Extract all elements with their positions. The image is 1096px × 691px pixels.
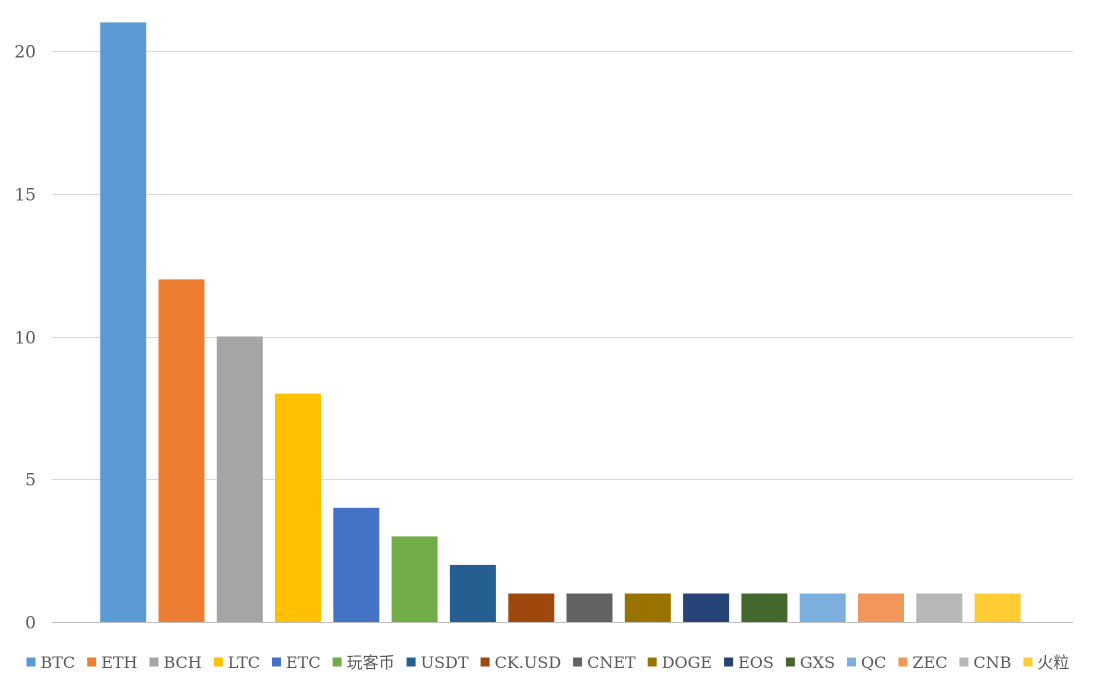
legend-swatch xyxy=(573,657,583,667)
bar-12 xyxy=(799,593,846,622)
legend-label: ETC xyxy=(286,653,321,672)
legend-swatch xyxy=(213,657,223,667)
legend-item: EOS xyxy=(724,653,774,672)
bar-10 xyxy=(683,593,730,622)
legend-swatch xyxy=(272,657,281,667)
bars xyxy=(100,22,1021,622)
legend-swatch xyxy=(847,657,856,667)
legend-label: ZEC xyxy=(912,653,947,672)
legend-label: ETH xyxy=(101,653,137,672)
y-tick-label: 0 xyxy=(25,614,36,634)
legend-swatch xyxy=(724,657,734,667)
bar-1 xyxy=(158,279,205,622)
legend-label: CNET xyxy=(587,653,636,672)
legend-item: CNB xyxy=(959,653,1011,672)
legend-swatch xyxy=(406,657,416,667)
legend-item: 玩客币 xyxy=(332,653,395,672)
legend-label: BTC xyxy=(41,653,76,672)
y-tick-label: 10 xyxy=(14,329,36,349)
legend-swatch xyxy=(647,657,657,667)
legend-swatch xyxy=(1023,657,1033,667)
bar-13 xyxy=(858,593,904,622)
legend-label: CNB xyxy=(973,653,1011,672)
legend-label: 火粒 xyxy=(1037,653,1069,672)
legend-item: ZEC xyxy=(898,653,947,672)
bar-0 xyxy=(100,22,147,622)
legend-label: USDT xyxy=(421,653,469,672)
legend-item: BCH xyxy=(149,653,202,672)
legend-label: CK.USD xyxy=(495,653,562,672)
bar-6 xyxy=(449,564,496,622)
legend-label: DOGE xyxy=(662,653,712,672)
legend-label: EOS xyxy=(738,653,774,672)
legend-swatch xyxy=(332,657,342,667)
legend-label: 玩客币 xyxy=(347,653,395,672)
bar-5 xyxy=(391,536,438,622)
y-tick-label: 5 xyxy=(25,471,36,491)
bar-7 xyxy=(508,593,555,622)
legend-item: CNET xyxy=(573,653,636,672)
bar-14 xyxy=(916,593,963,622)
bar-11 xyxy=(741,593,788,622)
legend-swatch xyxy=(87,657,97,667)
legend-item: BTC xyxy=(26,653,76,672)
bar-4 xyxy=(333,507,380,622)
bar-15 xyxy=(974,593,1021,622)
legend-swatch xyxy=(785,657,795,667)
y-tick-label: 15 xyxy=(14,186,36,206)
legend-swatch xyxy=(149,657,159,667)
legend-item: USDT xyxy=(406,653,469,672)
legend-item: QC xyxy=(847,653,886,672)
legend-label: LTC xyxy=(228,653,260,672)
y-axis-ticks: 0 5 10 15 20 xyxy=(14,43,36,634)
legend-item: GXS xyxy=(785,653,835,672)
gridlines xyxy=(52,51,1073,623)
bar-3 xyxy=(275,393,321,622)
bar-2 xyxy=(216,336,263,622)
legend-label: QC xyxy=(861,653,886,672)
legend-item: ETH xyxy=(87,653,138,672)
legend-swatch xyxy=(959,657,969,667)
legend-item: ETC xyxy=(272,653,321,672)
legend-label: BCH xyxy=(164,653,202,672)
bar-9 xyxy=(624,593,671,622)
legend: BTC ETH BCH LTC ETC 玩客币 USDT CK.USD CNET DOGE EOS G… xyxy=(26,653,1069,672)
legend-swatch xyxy=(480,657,490,667)
y-tick-label: 20 xyxy=(14,43,36,63)
legend-label: GXS xyxy=(800,653,835,672)
legend-item: DOGE xyxy=(647,653,712,672)
legend-swatch xyxy=(898,657,908,667)
legend-item: LTC xyxy=(213,653,260,672)
bar-8 xyxy=(566,593,613,622)
legend-item: 火粒 xyxy=(1023,653,1069,672)
legend-swatch xyxy=(26,657,36,667)
legend-item: CK.USD xyxy=(480,653,562,672)
